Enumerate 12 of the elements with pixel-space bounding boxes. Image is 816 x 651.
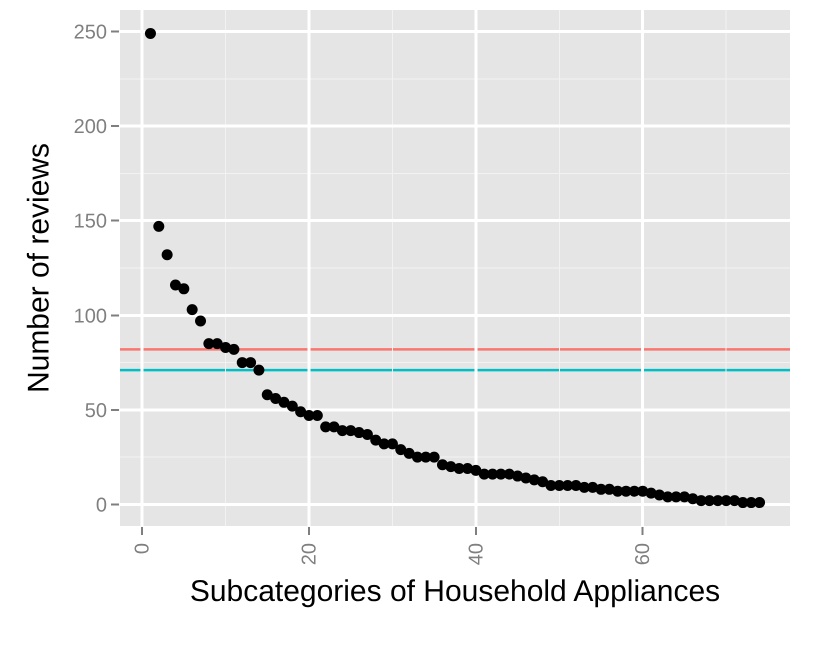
y-tick-label: 0 (96, 494, 107, 516)
y-tick-label: 250 (74, 22, 107, 44)
y-tick-label: 150 (74, 210, 107, 233)
x-axis-title: Subcategories of Household Appliances (190, 574, 720, 608)
y-tick-label: 200 (74, 116, 107, 138)
x-tick-label: 20 (298, 543, 320, 566)
y-tick-label: 100 (74, 305, 107, 328)
x-tick-label: 60 (632, 543, 654, 566)
y-axis-title: Number of reviews (22, 142, 56, 394)
y-tick-label: 50 (84, 400, 107, 422)
x-tick-label: 40 (465, 543, 488, 566)
x-tick-label: 0 (132, 543, 154, 554)
